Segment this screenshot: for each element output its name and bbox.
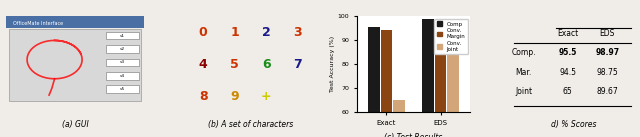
FancyBboxPatch shape [106, 59, 138, 66]
Text: d) % Scores: d) % Scores [551, 120, 596, 129]
Text: EDS: EDS [600, 29, 615, 38]
Text: 5: 5 [230, 58, 239, 71]
Text: 95.5: 95.5 [559, 48, 577, 57]
Y-axis label: Test Accuracy (%): Test Accuracy (%) [330, 36, 335, 92]
Text: 98.75: 98.75 [596, 68, 618, 77]
Text: (a) GUI: (a) GUI [62, 120, 88, 129]
Bar [422, 19, 434, 137]
Text: v1: v1 [120, 34, 125, 38]
FancyBboxPatch shape [106, 45, 138, 53]
Text: 6: 6 [262, 58, 271, 71]
Bar [368, 27, 380, 137]
Bar [394, 100, 405, 137]
Text: Mar.: Mar. [515, 68, 532, 77]
Text: 8: 8 [199, 90, 207, 103]
FancyBboxPatch shape [106, 85, 138, 93]
FancyBboxPatch shape [6, 16, 144, 28]
Text: +: + [260, 90, 271, 103]
Text: 4: 4 [199, 58, 207, 71]
Bar [447, 41, 459, 137]
Text: Exact: Exact [557, 29, 579, 38]
Text: 98.97: 98.97 [595, 48, 620, 57]
Text: 1: 1 [230, 26, 239, 39]
Text: OfficeMate Interface: OfficeMate Interface [13, 21, 63, 26]
Legend: Comp, Conv.
Margin, Conv.
Joint: Comp, Conv. Margin, Conv. Joint [435, 19, 468, 54]
Text: v2: v2 [120, 47, 125, 51]
Text: v3: v3 [120, 60, 125, 65]
Text: 7: 7 [293, 58, 302, 71]
FancyBboxPatch shape [106, 72, 138, 80]
Bar [435, 19, 447, 137]
FancyBboxPatch shape [9, 29, 141, 101]
Text: 94.5: 94.5 [559, 68, 576, 77]
Text: Comp.: Comp. [511, 48, 536, 57]
Text: v4: v4 [120, 74, 125, 78]
Text: 3: 3 [293, 26, 302, 39]
Text: (b) A set of characters: (b) A set of characters [208, 120, 293, 129]
Text: 9: 9 [230, 90, 239, 103]
Text: v5: v5 [120, 87, 125, 91]
Text: 2: 2 [262, 26, 271, 39]
Bar [381, 30, 392, 137]
Text: (c) Test Results: (c) Test Results [385, 133, 443, 137]
Text: 0: 0 [199, 26, 207, 39]
FancyBboxPatch shape [106, 32, 138, 39]
Text: 65: 65 [563, 87, 573, 96]
Text: Joint: Joint [515, 87, 532, 96]
Text: 89.67: 89.67 [596, 87, 618, 96]
